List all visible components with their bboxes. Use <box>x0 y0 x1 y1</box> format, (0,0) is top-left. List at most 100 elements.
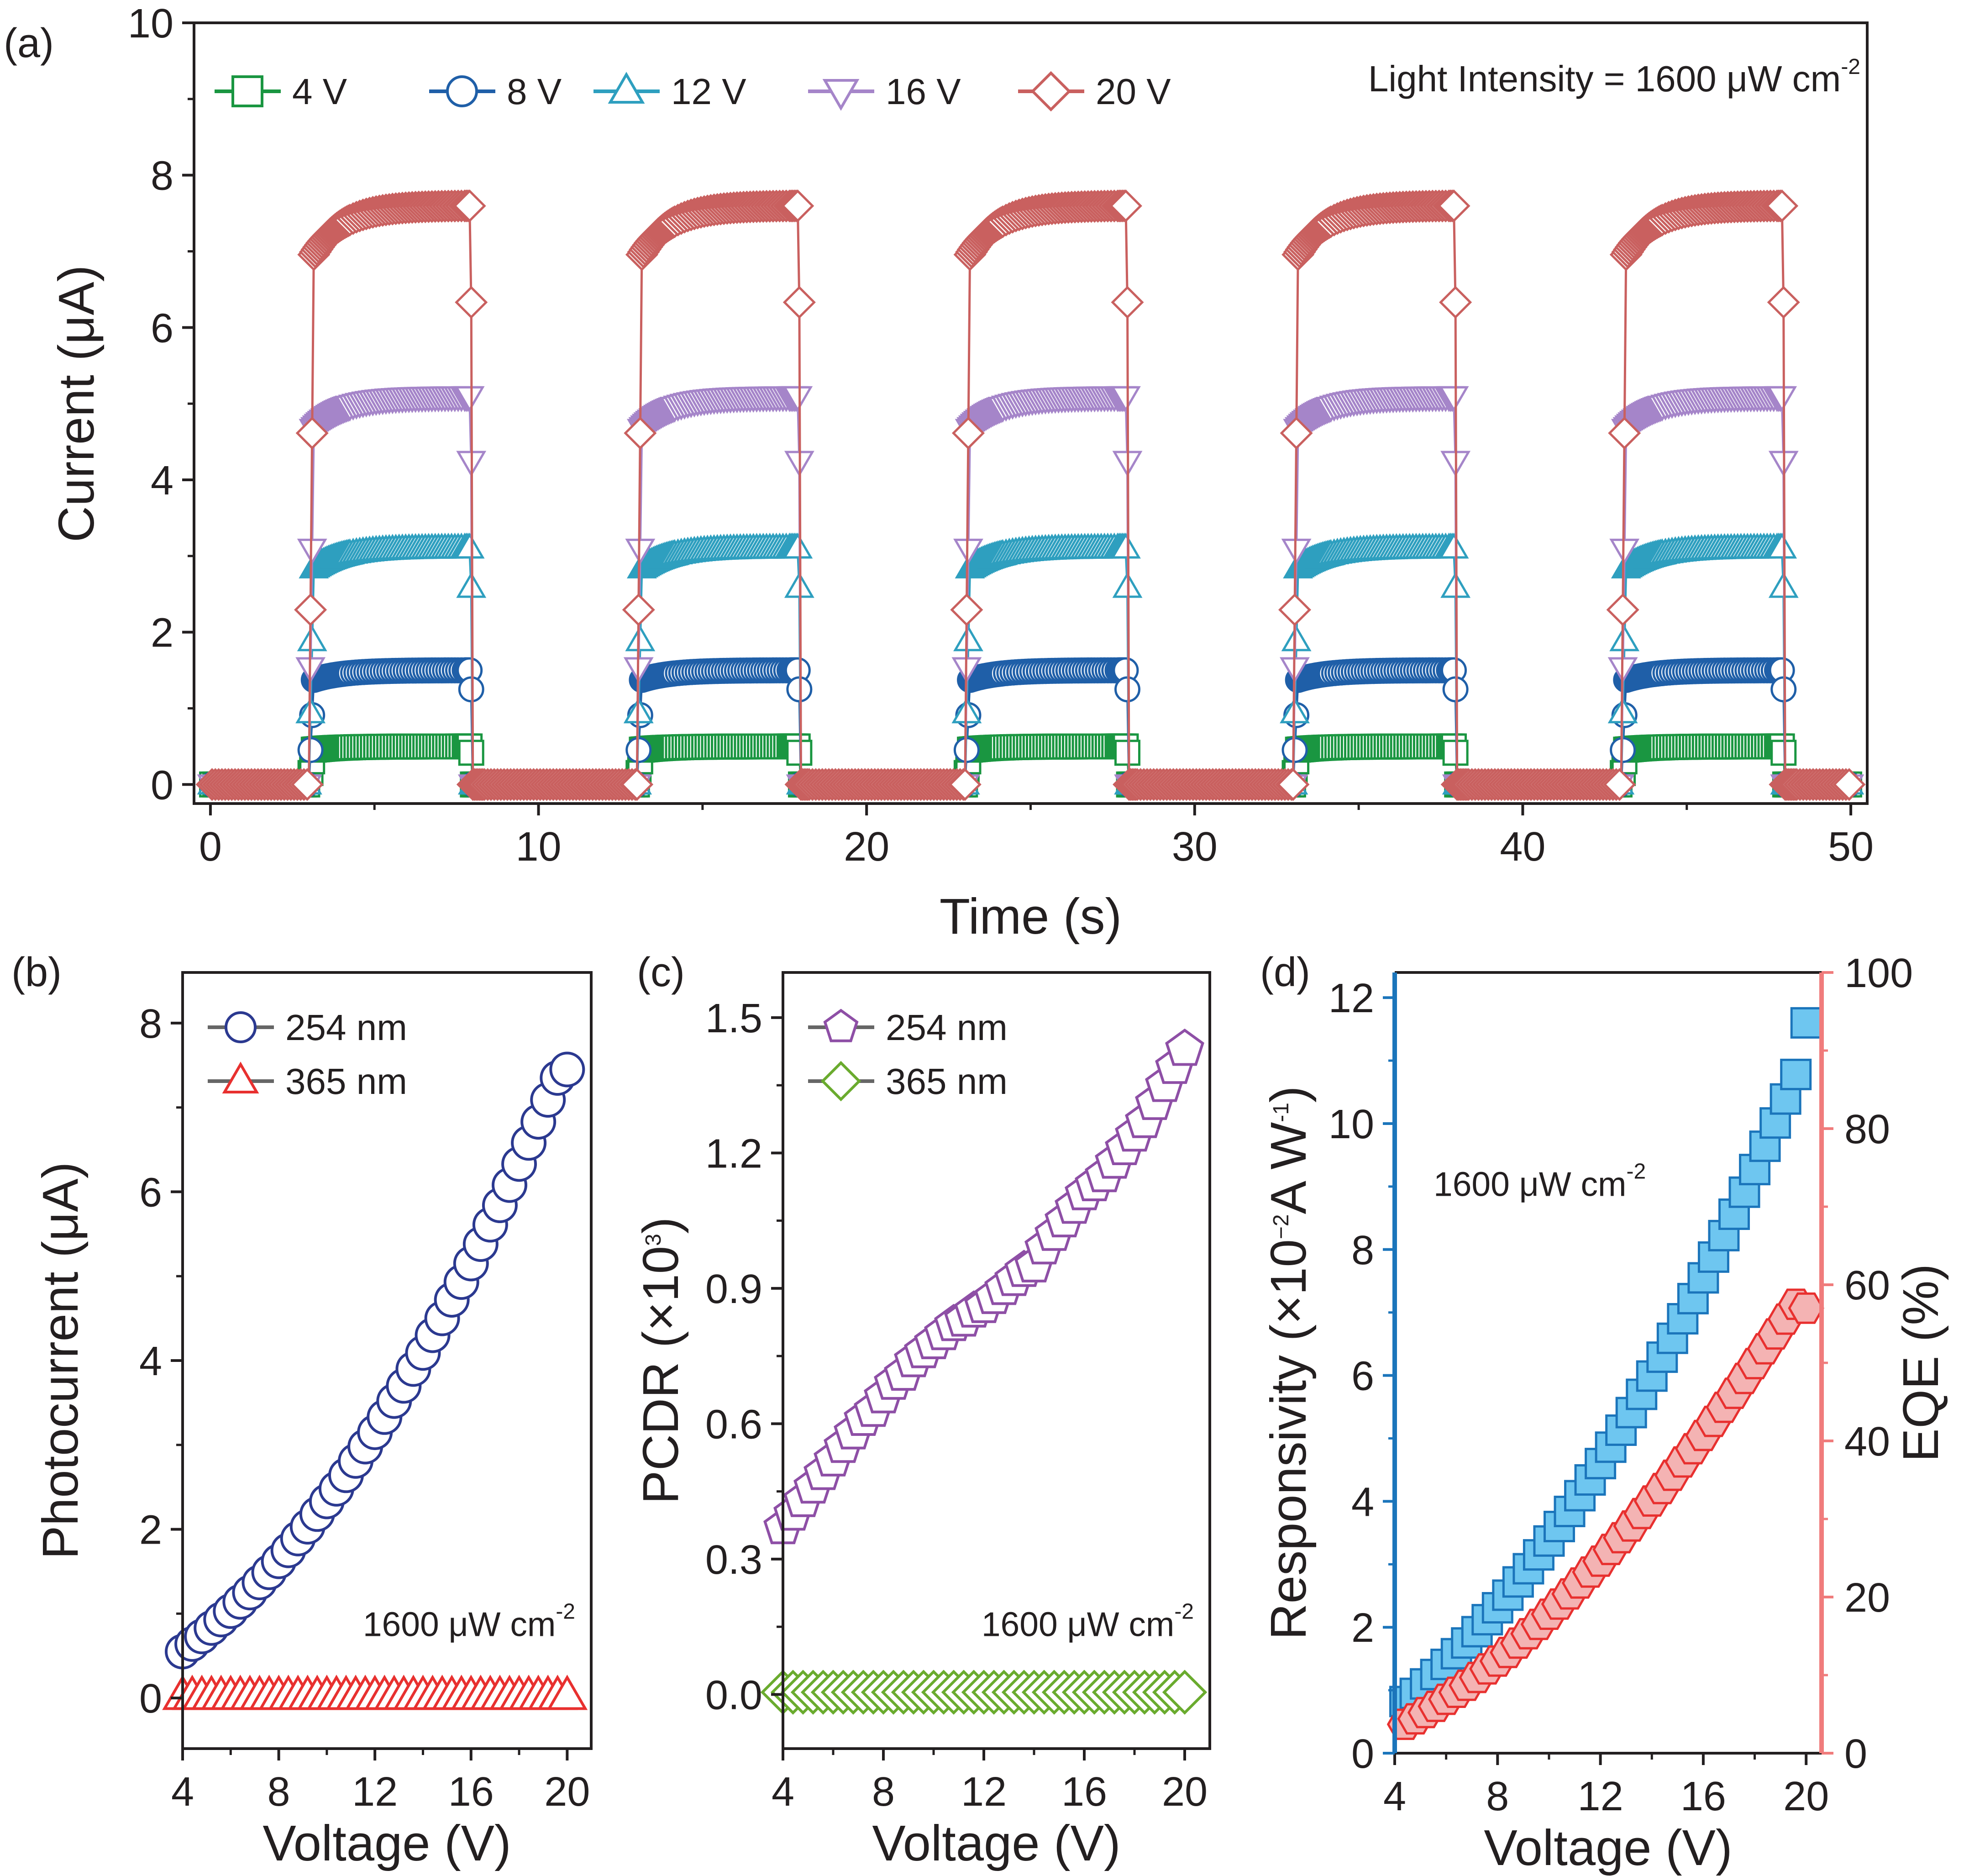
series-line <box>210 205 1851 786</box>
y-tick-label: 1.2 <box>705 1131 762 1177</box>
data-marker <box>1439 532 1469 559</box>
data-marker <box>625 625 656 652</box>
data-marker <box>454 386 485 412</box>
x-tick-label: 12 <box>352 1769 398 1815</box>
x-tick-label: 30 <box>1172 824 1218 870</box>
data-marker <box>1110 386 1141 412</box>
y-tick-label: 0.9 <box>705 1266 762 1312</box>
x-tick-label: 4 <box>772 1769 794 1815</box>
y-tick-label: 2 <box>1351 1605 1374 1651</box>
legend-label: 20 V <box>1096 71 1171 112</box>
y-tick-label: 0.6 <box>705 1402 762 1447</box>
y-tick-label: 2 <box>139 1508 162 1553</box>
data-marker <box>950 593 983 626</box>
legend-marker <box>822 79 860 111</box>
legend-marker <box>222 1061 259 1093</box>
panel-label: (d) <box>1260 950 1310 995</box>
data-marker <box>455 286 488 319</box>
y-tick-label: 4 <box>139 1339 162 1384</box>
y-right-axis-title: EQE (%) <box>1893 1264 1949 1462</box>
data-marker <box>1790 1007 1822 1039</box>
data-marker <box>294 593 327 626</box>
series-line <box>210 669 1851 786</box>
y-tick-label: 0.0 <box>705 1672 762 1718</box>
data-marker <box>1780 1058 1812 1090</box>
panel-label: (a) <box>4 21 54 66</box>
y-axis-title: Photocurrent (μA) <box>32 1162 89 1559</box>
y-tick-label: 6 <box>151 305 173 351</box>
x-tick-label: 20 <box>1783 1774 1829 1819</box>
series-line <box>210 395 1851 786</box>
legend-label: 4 V <box>292 71 347 112</box>
intensity-annotation: 1600 μW cm-2 <box>363 1600 575 1644</box>
data-marker <box>1278 593 1312 626</box>
data-marker <box>297 625 327 652</box>
data-marker <box>782 286 816 319</box>
x-tick-label: 20 <box>844 824 889 870</box>
y-left-axis-title: Responsivity (×10−2A W-1) <box>1260 1086 1317 1640</box>
panel-label: (c) <box>637 950 685 995</box>
y-tick-label: 10 <box>1329 1102 1374 1147</box>
y-right-tick-label: 100 <box>1844 951 1913 996</box>
y-tick-label: 4 <box>1351 1479 1374 1525</box>
legend-label: 254 nm <box>285 1007 407 1048</box>
data-marker <box>1609 625 1640 652</box>
data-marker <box>1111 286 1144 319</box>
y-tick-label: 1.5 <box>705 996 762 1041</box>
series-365nm <box>162 1675 588 1710</box>
x-tick-label: 20 <box>1162 1769 1208 1815</box>
y-axis-title: Current (μA) <box>48 265 105 542</box>
legend-marker <box>225 1011 257 1043</box>
y-tick-label: 10 <box>128 1 173 47</box>
y-right-tick-label: 20 <box>1844 1575 1890 1621</box>
data-marker <box>953 625 983 652</box>
y-tick-label: 0 <box>139 1676 162 1722</box>
x-tick-label: 16 <box>1680 1774 1726 1819</box>
panel-a: 0 10 20 30 40 50 0 2 4 6 8 10 Time (s) Current (μA) (a… <box>4 1 1874 945</box>
panel-c: 4 8 12 16 20 0.0 0.3 0.6 0.9 1.2 1.5 Voltage (V) PCD… <box>633 950 1211 1871</box>
legend-label: 12 V <box>671 71 746 112</box>
y-right-tick-label: 80 <box>1844 1107 1890 1152</box>
x-axis-title: Voltage (V) <box>263 1815 511 1871</box>
series-365nm <box>760 1670 1208 1715</box>
legend-marker <box>823 1009 859 1042</box>
x-tick-label: 8 <box>872 1769 895 1815</box>
y-tick-label: 12 <box>1329 976 1374 1021</box>
x-tick-label: 50 <box>1828 824 1874 870</box>
y-tick-label: 0.3 <box>705 1537 762 1583</box>
y-right-tick-label: 60 <box>1844 1263 1890 1308</box>
x-axis-title: Time (s) <box>940 888 1122 945</box>
x-tick-label: 12 <box>961 1769 1007 1815</box>
x-tick-label: 0 <box>199 824 222 870</box>
y-axis-title: PCDR (×103) <box>633 1217 689 1504</box>
y-tick-label: 0 <box>151 762 173 808</box>
y-tick-label: 8 <box>151 153 173 199</box>
legend-label: 254 nm <box>886 1007 1008 1048</box>
intensity-annotation: 1600 μW cm-2 <box>982 1600 1194 1644</box>
x-axis-title: Voltage (V) <box>872 1815 1120 1871</box>
y-tick-label: 6 <box>139 1170 162 1215</box>
data-marker <box>1439 286 1472 319</box>
y-right-tick-label: 40 <box>1844 1419 1890 1465</box>
x-tick-label: 40 <box>1500 824 1545 870</box>
data-marker <box>782 532 813 559</box>
y-tick-label: 2 <box>151 610 173 656</box>
legend-label: 16 V <box>886 71 961 112</box>
x-tick-label: 10 <box>516 824 562 870</box>
data-marker <box>454 532 485 559</box>
legend-marker <box>820 1061 861 1102</box>
x-tick-label: 16 <box>1061 1769 1107 1815</box>
x-tick-label: 8 <box>268 1769 290 1815</box>
x-tick-label: 16 <box>448 1769 494 1815</box>
x-axis-title: Voltage (V) <box>1484 1820 1732 1876</box>
legend-label: 8 V <box>507 71 562 112</box>
x-tick-label: 8 <box>1486 1774 1509 1819</box>
legend-label: 365 nm <box>886 1061 1008 1102</box>
y-tick-label: 4 <box>151 458 173 504</box>
y-tick-label: 0 <box>1351 1731 1374 1777</box>
legend-marker <box>231 75 263 107</box>
x-tick-label: 12 <box>1578 1774 1623 1819</box>
series-254nm <box>763 1028 1204 1545</box>
